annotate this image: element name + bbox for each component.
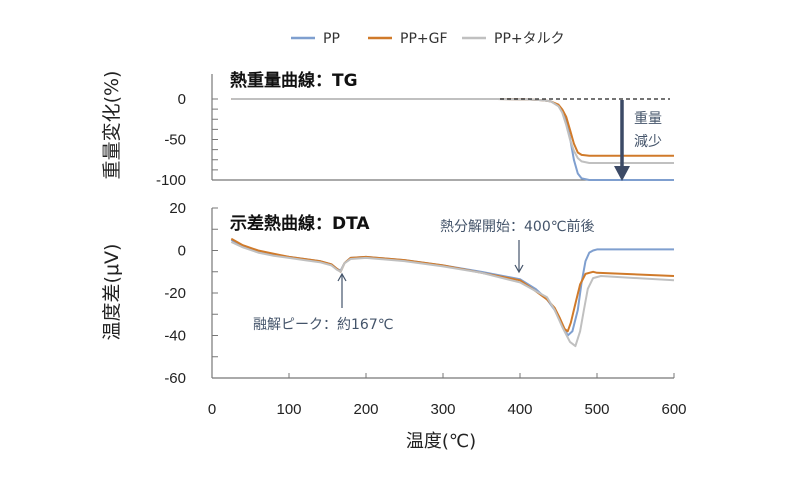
dta-x-tick-label: 100 [276, 401, 301, 418]
dta-y-tick-label: -40 [164, 328, 186, 345]
tg-y-tick-label: 0 [178, 91, 186, 108]
dta-x-tick-label: 200 [353, 401, 378, 418]
dta-title: 示差熱曲線：DTA [230, 213, 370, 234]
tg-series [231, 98, 674, 181]
tg-line-0 [231, 98, 674, 181]
legend-label-0: PP [323, 31, 340, 47]
tg-loss-arrowhead [614, 166, 630, 181]
dta-line-2 [230, 241, 675, 348]
tg-y-tick-label: -100 [156, 172, 186, 189]
dta-x-tick-label: 500 [584, 401, 609, 418]
tg-loss-label-2: 減少 [634, 133, 662, 150]
dta-ylabel: 温度差(μV) [101, 244, 123, 341]
melting-annotation: 融解ピーク：約167℃ [253, 317, 393, 333]
dta-x-tick-label: 0 [208, 401, 216, 418]
tg-ylabel: 重量変化(%) [101, 71, 123, 180]
legend-label-1: PP+GF [400, 31, 448, 47]
dta-x-tick-label: 300 [430, 401, 455, 418]
legend: PP PP+GF PP+タルク [291, 31, 565, 47]
dta-x-tick-label: 600 [661, 401, 686, 418]
tg-loss-label-1: 重量 [634, 111, 662, 127]
tg-title: 熱重量曲線：TG [230, 70, 358, 91]
dta-xlabel: 温度(℃) [406, 431, 476, 452]
tg-line-2 [231, 98, 674, 164]
dta-y-tick-label: 0 [178, 243, 186, 260]
legend-label-2: PP+タルク [494, 31, 565, 47]
melting-arrowhead [337, 272, 347, 282]
dta-x-tick-label: 400 [507, 401, 532, 418]
decomposition-arrowhead [514, 264, 524, 274]
dta-series [230, 237, 675, 348]
tg-y-tick-label: -50 [164, 132, 186, 149]
dta-y-tick-label: -60 [164, 370, 186, 387]
decomposition-annotation: 熱分解開始：400℃前後 [440, 218, 594, 235]
dta-y-tick-label: -20 [164, 285, 186, 302]
dta-y-tick-label: 20 [169, 200, 186, 217]
tg-line-1 [231, 98, 674, 157]
